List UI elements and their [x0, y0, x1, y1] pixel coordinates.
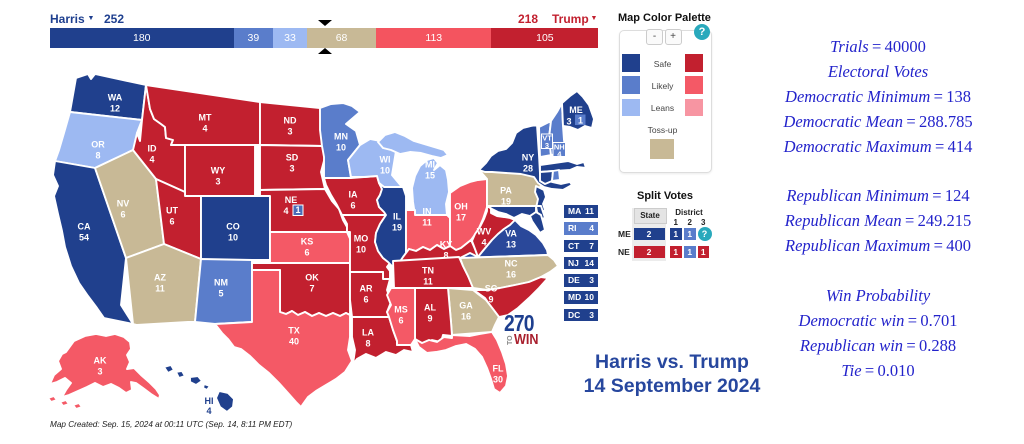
svg-text:11: 11 [155, 284, 165, 294]
svg-text:CA: CA [78, 222, 91, 232]
svg-text:10: 10 [228, 233, 238, 243]
svg-text:VA: VA [505, 229, 517, 239]
svg-text:3: 3 [215, 177, 220, 187]
svg-text:WY: WY [211, 166, 226, 176]
svg-text:UT: UT [166, 206, 178, 216]
svg-text:KS: KS [301, 237, 314, 247]
svg-text:OK: OK [305, 273, 319, 283]
svg-text:9: 9 [488, 295, 493, 305]
svg-text:WA: WA [108, 93, 123, 103]
svg-text:PA: PA [500, 186, 512, 196]
svg-text:6: 6 [120, 210, 125, 220]
svg-text:8: 8 [95, 151, 100, 161]
svg-text:SC: SC [485, 284, 498, 294]
svg-text:10: 10 [356, 245, 366, 255]
svg-text:AK: AK [94, 356, 107, 366]
svg-text:NC: NC [505, 259, 518, 269]
svg-text:4: 4 [202, 124, 207, 134]
svg-text:VT: VT [542, 134, 552, 143]
svg-text:40: 40 [289, 337, 299, 347]
svg-text:HI: HI [205, 396, 214, 406]
svg-text:GA: GA [459, 301, 473, 311]
svg-text:8: 8 [365, 339, 370, 349]
svg-text:3: 3 [289, 164, 294, 174]
svg-text:3: 3 [97, 367, 102, 377]
svg-text:IN: IN [423, 207, 432, 217]
svg-text:NH: NH [554, 142, 565, 151]
svg-text:LA: LA [362, 328, 374, 338]
svg-text:6: 6 [304, 248, 309, 258]
svg-text:15: 15 [425, 171, 435, 181]
svg-text:AL: AL [424, 303, 436, 313]
svg-text:OH: OH [454, 202, 468, 212]
svg-text:28: 28 [523, 164, 533, 174]
svg-text:5: 5 [218, 289, 223, 299]
svg-text:OR: OR [91, 140, 105, 150]
svg-text:NV: NV [117, 199, 130, 209]
svg-text:10: 10 [336, 143, 346, 153]
svg-text:3: 3 [545, 141, 549, 150]
svg-text:NE: NE [285, 195, 298, 205]
svg-text:MT: MT [199, 113, 212, 123]
svg-text:17: 17 [456, 213, 466, 223]
svg-text:IA: IA [349, 190, 359, 200]
svg-text:4: 4 [283, 206, 288, 216]
svg-text:1: 1 [295, 205, 300, 215]
svg-text:6: 6 [169, 217, 174, 227]
svg-text:NY: NY [522, 153, 535, 163]
svg-text:6: 6 [350, 201, 355, 211]
svg-text:4: 4 [149, 155, 154, 165]
svg-text:SD: SD [286, 153, 299, 163]
svg-text:TN: TN [422, 266, 434, 276]
svg-text:4: 4 [206, 406, 211, 416]
svg-text:ID: ID [148, 144, 158, 154]
svg-text:3: 3 [287, 127, 292, 137]
svg-text:IL: IL [393, 212, 402, 222]
svg-text:4: 4 [481, 238, 486, 248]
svg-text:CO: CO [226, 222, 240, 232]
svg-text:16: 16 [506, 270, 516, 280]
svg-text:AR: AR [360, 284, 373, 294]
svg-text:6: 6 [363, 295, 368, 305]
svg-text:19: 19 [501, 197, 511, 207]
svg-text:3: 3 [566, 117, 571, 127]
svg-text:MN: MN [334, 132, 348, 142]
svg-text:4: 4 [557, 149, 562, 158]
svg-text:6: 6 [398, 316, 403, 326]
svg-text:1: 1 [578, 116, 583, 126]
svg-text:WI: WI [380, 155, 391, 165]
svg-text:TX: TX [288, 326, 300, 336]
svg-text:8: 8 [443, 251, 448, 261]
svg-text:FL: FL [493, 364, 504, 374]
svg-text:11: 11 [423, 277, 433, 287]
svg-text:11: 11 [422, 218, 432, 228]
svg-text:19: 19 [392, 223, 402, 233]
svg-text:7: 7 [309, 284, 314, 294]
svg-text:KY: KY [440, 240, 453, 250]
svg-text:MI: MI [425, 160, 435, 170]
svg-text:16: 16 [461, 312, 471, 322]
svg-text:AZ: AZ [154, 273, 166, 283]
svg-text:ME: ME [569, 105, 583, 115]
svg-text:10: 10 [380, 166, 390, 176]
svg-text:NM: NM [214, 278, 228, 288]
svg-text:13: 13 [506, 240, 516, 250]
svg-text:WV: WV [477, 227, 492, 237]
svg-text:30: 30 [493, 375, 503, 385]
svg-text:54: 54 [79, 233, 89, 243]
svg-text:MS: MS [394, 305, 408, 315]
svg-text:MO: MO [354, 234, 369, 244]
svg-text:12: 12 [110, 104, 120, 114]
svg-text:9: 9 [427, 314, 432, 324]
svg-text:ND: ND [284, 116, 297, 126]
